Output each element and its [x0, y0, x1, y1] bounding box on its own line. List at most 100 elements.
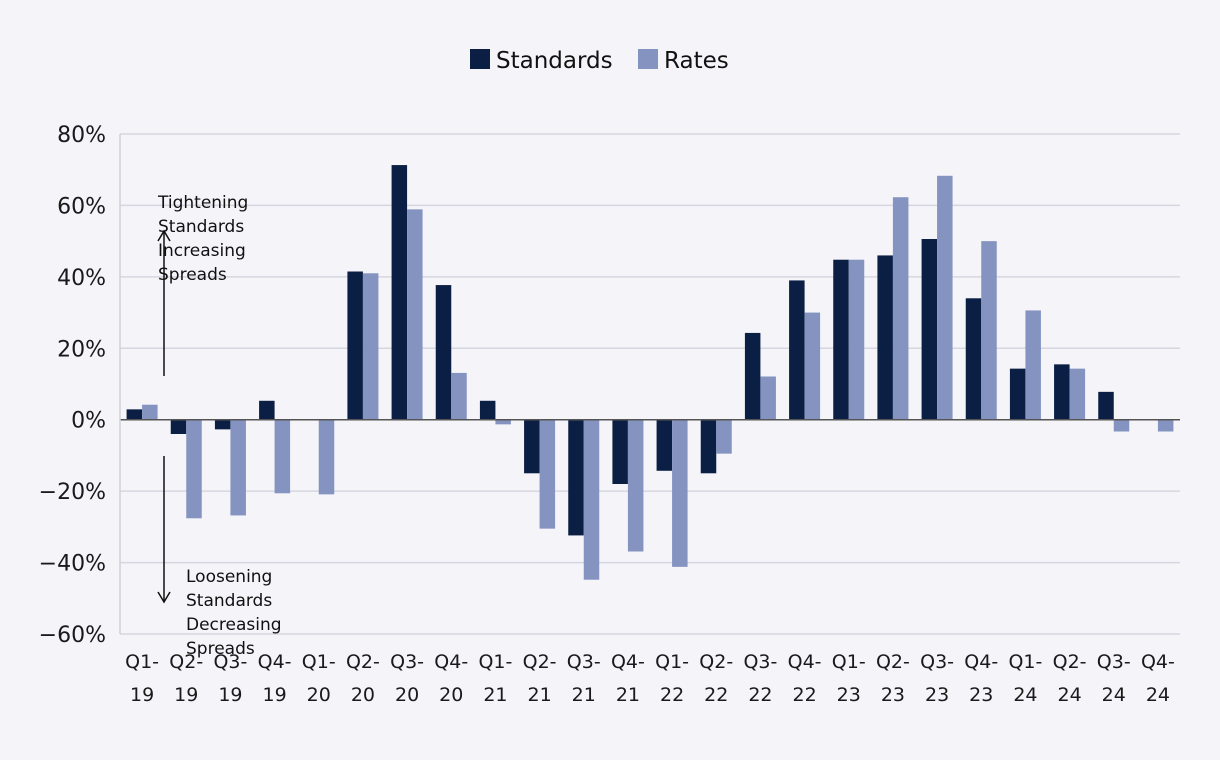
bar-rates-Q1-22 [672, 419, 688, 567]
x-tick-year: 19 [262, 684, 286, 706]
arrow-up-head [157, 229, 171, 242]
bar-rates-Q1-20 [318, 419, 335, 495]
x-tick-quarter: Q2- [876, 651, 910, 673]
x-tick-year: 19 [218, 684, 242, 706]
x-tick-label: Q3- 20 [390, 651, 424, 706]
bar-rates-Q2-20 [362, 273, 379, 420]
x-tick-quarter: Q2- [523, 651, 557, 673]
x-tick-label: Q2- 24 [1053, 651, 1087, 706]
annotation-line: Increasing [158, 241, 246, 261]
x-axis: Q1- 19 Q2- 19 Q3- 19 Q4- 19 Q1- 20 Q2- 20 Q3- 20 Q4- 20… [125, 651, 1175, 706]
bar-rates-Q3-19 [230, 419, 246, 516]
legend-label-standards: Standards [496, 48, 613, 74]
x-tick-year: 24 [1013, 684, 1037, 706]
legend-swatch-standards [470, 49, 490, 69]
bar-standards-Q4-22 [789, 280, 805, 420]
annotation-line: Decreasing [186, 615, 282, 635]
legend: Standards Rates [470, 48, 729, 74]
bar-rates-Q3-24 [1113, 419, 1130, 432]
bar-standards-Q3-19 [214, 419, 231, 430]
bar-rates-Q2-19 [186, 419, 202, 519]
x-tick-label: Q1- 22 [655, 651, 689, 706]
x-tick-quarter: Q3- [390, 651, 424, 673]
x-tick-quarter: Q1- [832, 651, 866, 673]
bar-rates-Q3-20 [407, 209, 423, 420]
annotation-line: Standards [158, 217, 244, 237]
x-tick-quarter: Q1- [125, 651, 159, 673]
x-tick-year: 19 [174, 684, 198, 706]
x-tick-quarter: Q4- [258, 651, 292, 673]
bar-rates-Q4-19 [274, 419, 291, 494]
x-tick-label: Q1- 23 [832, 651, 866, 706]
bar-rates-Q1-21 [495, 419, 511, 425]
bar-standards-Q2-22 [700, 419, 717, 474]
legend-swatch-rates [638, 49, 658, 69]
x-tick-label: Q2- 23 [876, 651, 910, 706]
bar-standards-Q1-19 [126, 409, 143, 420]
bar-rates-Q1-24 [1025, 310, 1041, 420]
bar-standards-Q2-21 [524, 419, 540, 474]
bar-rates-Q2-23 [892, 197, 909, 420]
x-tick-label: Q4- 20 [434, 651, 468, 706]
y-tick-label: 40% [57, 266, 106, 291]
bar-rates-Q2-22 [716, 419, 732, 454]
x-tick-label: Q3- 21 [567, 651, 601, 706]
x-tick-year: 21 [616, 684, 640, 706]
annotation-line: Spreads [158, 265, 227, 285]
bar-rates-Q3-23 [937, 175, 953, 420]
x-tick-year: 23 [925, 684, 949, 706]
x-tick-quarter: Q3- [567, 651, 601, 673]
x-tick-year: 21 [572, 684, 596, 706]
bar-standards-Q3-23 [921, 239, 938, 420]
x-tick-year: 21 [527, 684, 551, 706]
x-tick-year: 20 [439, 684, 463, 706]
bar-rates-Q1-23 [848, 259, 865, 420]
x-tick-quarter: Q4- [434, 651, 468, 673]
x-tick-year: 20 [395, 684, 419, 706]
y-tick-label: 0% [71, 409, 106, 434]
x-tick-year: 24 [1102, 684, 1126, 706]
x-tick-year: 23 [837, 684, 861, 706]
x-tick-quarter: Q1- [478, 651, 512, 673]
x-tick-quarter: Q1- [302, 651, 336, 673]
x-tick-label: Q3- 19 [213, 651, 247, 706]
bar-standards-Q3-20 [391, 165, 408, 420]
x-tick-quarter: Q3- [1097, 651, 1131, 673]
bar-standards-Q4-23 [965, 298, 982, 420]
y-tick-label: −20% [39, 480, 106, 505]
x-tick-quarter: Q3- [920, 651, 954, 673]
x-tick-year: 23 [881, 684, 905, 706]
annotation-line: Loosening [186, 567, 272, 587]
x-tick-quarter: Q2- [169, 651, 203, 673]
bar-rates-Q2-24 [1069, 368, 1086, 420]
gridlines [120, 133, 1180, 635]
x-tick-quarter: Q4- [788, 651, 822, 673]
x-tick-year: 22 [660, 684, 684, 706]
x-tick-label: Q3- 22 [743, 651, 777, 706]
x-tick-year: 23 [969, 684, 993, 706]
bar-standards-Q2-24 [1054, 364, 1070, 420]
y-tick-label: −40% [39, 552, 106, 577]
x-tick-label: Q4- 19 [258, 651, 292, 706]
x-tick-label: Q1- 20 [302, 651, 336, 706]
bar-rates-Q4-24 [1157, 419, 1174, 432]
x-tick-quarter: Q4- [611, 651, 645, 673]
x-tick-quarter: Q2- [346, 651, 380, 673]
tightening-annotation: Tightening Standards Increasing Spreads [157, 193, 248, 285]
x-tick-label: Q3- 24 [1097, 651, 1131, 706]
x-tick-year: 22 [748, 684, 772, 706]
x-tick-label: Q2- 21 [523, 651, 557, 706]
x-tick-year: 24 [1057, 684, 1081, 706]
x-tick-label: Q2- 22 [699, 651, 733, 706]
x-tick-quarter: Q4- [1141, 651, 1175, 673]
annotation-line: Spreads [186, 639, 255, 659]
x-tick-label: Q4- 22 [788, 651, 822, 706]
x-tick-year: 21 [483, 684, 507, 706]
bar-rates-Q4-21 [627, 419, 644, 552]
y-axis: 80% 60% 40% 20% 0% −20% −40% −60% [39, 123, 121, 648]
bar-rates-Q4-23 [981, 241, 997, 420]
arrow-down-head [157, 591, 171, 604]
x-tick-quarter: Q4- [964, 651, 998, 673]
bar-standards-Q1-24 [1009, 368, 1026, 420]
x-tick-year: 19 [130, 684, 154, 706]
